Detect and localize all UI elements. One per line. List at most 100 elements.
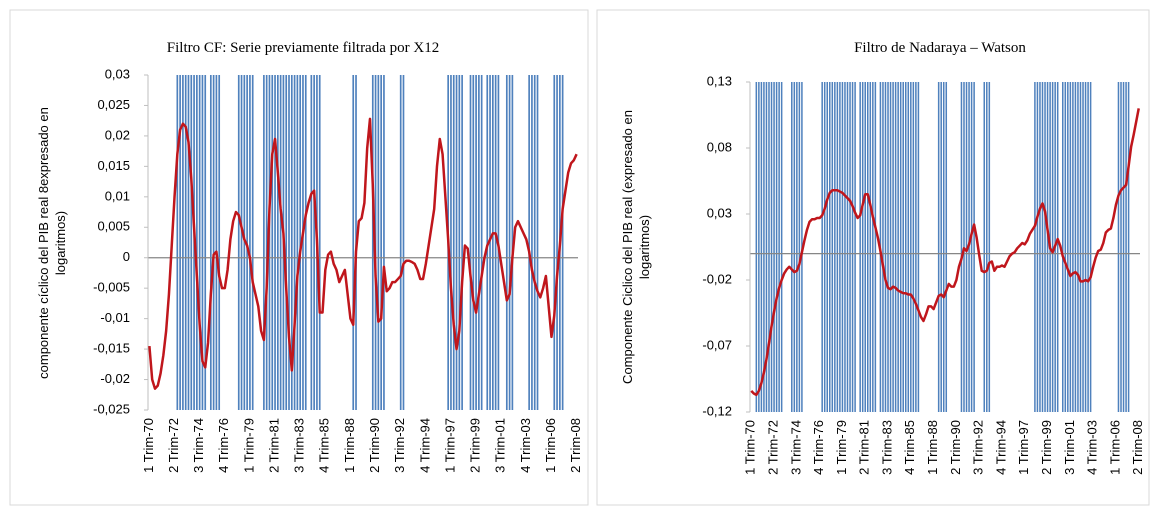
x-tick-label: 3 Trim-74 <box>788 420 803 475</box>
shade-bar <box>478 75 480 410</box>
shade-bar <box>383 75 385 410</box>
shade-bar <box>884 82 887 412</box>
shade-bar <box>511 75 514 410</box>
shade-bar <box>296 75 299 410</box>
shade-bar <box>399 75 402 410</box>
x-tick-label: 1 Trim-79 <box>241 418 256 473</box>
x-tick-label: 2 Trim-08 <box>568 418 583 473</box>
shade-bar <box>899 82 902 412</box>
x-tick-label: 1 Trim-79 <box>834 420 849 475</box>
x-tick-label: 2 Trim-99 <box>468 418 483 473</box>
shade-bar <box>274 75 276 410</box>
shade-bar <box>849 82 851 412</box>
shade-bar <box>798 82 801 412</box>
shade-bar <box>773 82 775 412</box>
y-tick-label: 0,03 <box>105 66 130 81</box>
shade-bar <box>902 82 904 412</box>
x-tick-label: 1 Trim-97 <box>442 418 457 473</box>
shade-bar <box>1122 82 1125 412</box>
shade-bar <box>872 82 874 412</box>
shade-bar <box>768 82 770 412</box>
shade-bar <box>1051 82 1054 412</box>
shade-bar <box>831 82 834 412</box>
shade-bar <box>796 82 798 412</box>
data-line <box>750 108 1140 397</box>
y-tick-label: -0,02 <box>100 371 130 386</box>
x-tick-label: 4 Trim-85 <box>317 418 332 473</box>
shade-bar <box>528 75 530 410</box>
shade-bar <box>942 82 945 412</box>
shade-bar <box>760 82 763 412</box>
shade-bar <box>455 75 458 410</box>
shade-bar <box>755 82 758 412</box>
shade-bar <box>402 75 405 410</box>
shade-bar <box>915 82 917 412</box>
shade-bar <box>472 75 475 410</box>
y-tick-label: 0,015 <box>97 158 130 173</box>
shade-bar <box>263 75 265 410</box>
shade-bar <box>1127 82 1130 412</box>
x-tick-label: 2 Trim-08 <box>1130 420 1145 475</box>
shade-bar <box>215 75 218 410</box>
shade-bar <box>290 75 293 410</box>
shade-bar <box>765 82 768 412</box>
shade-bar <box>492 75 494 410</box>
shade-bar <box>821 82 823 412</box>
shade-bar <box>869 82 872 412</box>
y-tick-label: 0,01 <box>105 188 130 203</box>
shade-bar <box>988 82 991 412</box>
shade-bar <box>508 75 511 410</box>
shade-bar <box>494 75 497 410</box>
y-tick-label: 0,02 <box>105 127 130 142</box>
x-tick-label: 2 Trim-72 <box>765 420 780 475</box>
shade-bar <box>912 82 915 412</box>
shade-bar <box>897 82 899 412</box>
shade-bar <box>251 75 254 410</box>
shade-bar <box>970 82 973 412</box>
shade-bar <box>553 75 556 410</box>
shade-bar <box>302 75 304 410</box>
shade-bar <box>887 82 889 412</box>
x-tick-label: 4 Trim-76 <box>216 418 231 473</box>
y-axis-label: componente cíclico del PIB real 8expresa… <box>36 106 68 379</box>
chart-frame <box>9 9 589 506</box>
shade-bar <box>894 82 897 412</box>
y-tick-label: 0 <box>123 249 130 264</box>
shade-bar <box>834 82 836 412</box>
shade-bar <box>1125 82 1127 412</box>
shade-bar <box>318 75 321 410</box>
shade-bar <box>489 75 491 410</box>
shade-bar <box>1074 82 1077 412</box>
shade-bar <box>910 82 912 412</box>
shade-bar <box>212 75 215 410</box>
shade-bar <box>1056 82 1059 412</box>
x-tick-label: 3 Trim-01 <box>493 418 508 473</box>
shade-bar <box>249 75 251 410</box>
chart-title: Filtro de Nadaraya – Watson <box>854 40 1026 56</box>
x-tick-label: 2 Trim-81 <box>266 418 281 473</box>
x-tick-label: 2 Trim-72 <box>166 418 181 473</box>
x-tick-label: 1 Trim-06 <box>1107 420 1122 475</box>
shade-bar <box>864 82 866 412</box>
shade-bar <box>1077 82 1079 412</box>
y-tick-label: 0,03 <box>707 205 732 220</box>
shade-bar <box>907 82 910 412</box>
shade-bar <box>184 75 187 410</box>
shade-bar <box>823 82 826 412</box>
x-tick-label: 2 Trim-81 <box>857 420 872 475</box>
x-tick-label: 3 Trim-92 <box>392 418 407 473</box>
x-tick-label: 3 Trim-83 <box>879 420 894 475</box>
shade-bar <box>271 75 274 410</box>
shade-bar <box>889 82 892 412</box>
shade-bar <box>937 82 940 412</box>
shade-bar <box>176 75 179 410</box>
shade-bar <box>277 75 279 410</box>
shade-bar <box>945 82 948 412</box>
y-tick-label: 0,025 <box>97 97 130 112</box>
shade-bar <box>844 82 846 412</box>
x-tick-label: 2 Trim-90 <box>367 418 382 473</box>
shade-bar <box>218 75 221 410</box>
shade-bar <box>1087 82 1089 412</box>
shade-bar <box>1117 82 1120 412</box>
